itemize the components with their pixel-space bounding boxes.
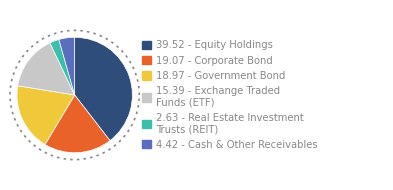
- Wedge shape: [17, 86, 75, 145]
- Wedge shape: [59, 37, 75, 95]
- Wedge shape: [45, 95, 110, 153]
- Legend: 39.52 - Equity Holdings, 19.07 - Corporate Bond, 18.97 - Government Bond, 15.39 : 39.52 - Equity Holdings, 19.07 - Corpora…: [142, 40, 318, 150]
- Wedge shape: [75, 37, 132, 141]
- Wedge shape: [50, 40, 75, 95]
- Wedge shape: [18, 43, 75, 95]
